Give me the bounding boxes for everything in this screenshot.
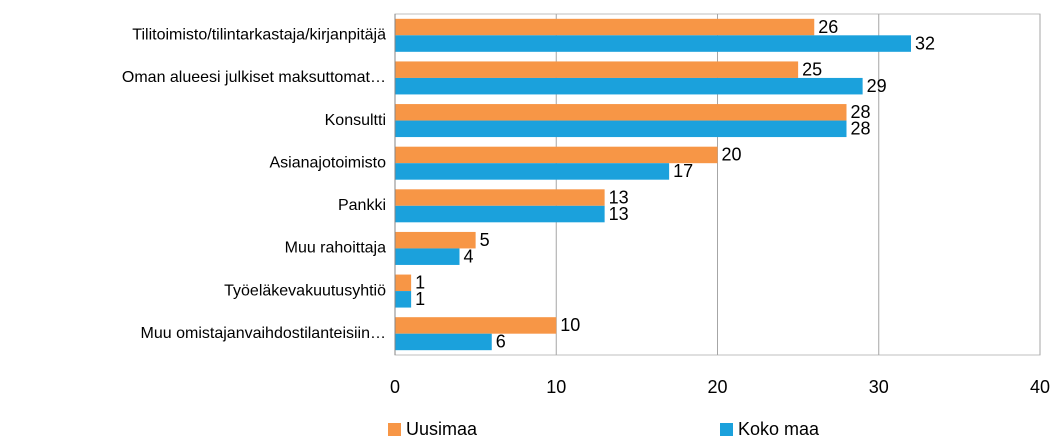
bar [395,61,799,78]
data-label: 5 [480,230,490,250]
bar [395,120,847,138]
x-tick-label: 10 [546,377,566,397]
y-tick-label: Tilitoimisto/tilintarkastaja/kirjanpitäj… [132,27,386,44]
bar [395,248,460,265]
bar [395,205,605,223]
bar [395,274,412,292]
data-label: 32 [915,33,935,53]
y-tick-label: Oman alueesi julkiset maksuttomat… [122,69,386,86]
legend-swatch [388,423,401,436]
data-label: 13 [609,187,629,207]
y-tick-label: Pankki [338,197,386,214]
x-tick-label: 0 [390,377,400,397]
data-label: 17 [673,161,693,181]
data-label: 1 [415,289,425,309]
data-label: 13 [609,204,629,224]
bar [395,317,557,334]
data-label: 28 [851,119,871,139]
y-tick-label: Työeläkevakuutusyhtiö [224,282,386,299]
bar [395,77,863,95]
legend-swatch [720,423,733,436]
y-tick-label: Muu omistajanvaihdostilanteisiin… [141,325,386,342]
legend-label: Uusimaa [406,419,478,439]
data-label: 25 [802,59,822,79]
x-tick-label: 20 [707,377,727,397]
x-tick-label: 40 [1030,377,1050,397]
bar [395,18,815,36]
data-label: 29 [867,76,887,96]
bar [395,35,911,52]
bar [395,104,847,121]
data-label: 26 [818,17,838,37]
x-tick-label: 30 [869,377,889,397]
y-tick-label: Muu rahoittaja [285,240,386,257]
data-label: 1 [415,273,425,293]
legend-label: Koko maa [738,419,820,439]
bar [395,146,718,164]
bar [395,189,605,206]
data-label: 4 [464,246,474,266]
data-label: 10 [560,315,580,335]
bar [395,231,476,249]
y-tick-label: Asianajotoimisto [270,154,387,171]
data-label: 6 [496,332,506,352]
bar [395,291,412,308]
bar [395,163,670,180]
bar [395,333,492,351]
data-label: 28 [851,102,871,122]
data-label: 20 [722,145,742,165]
y-tick-label: Konsultti [325,112,386,129]
